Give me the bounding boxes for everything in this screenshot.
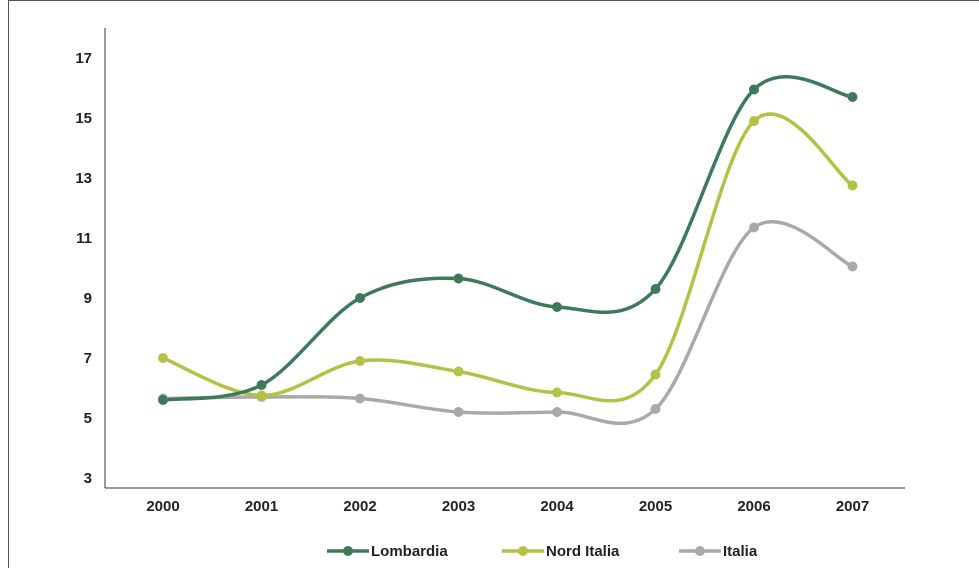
x-tick-label: 2004 (540, 498, 574, 515)
data-point-nord-italia (749, 116, 759, 126)
legend-item-nord-italia: Nord Italia (502, 543, 620, 560)
y-tick-label: 5 (84, 410, 92, 427)
x-tick-label: 2005 (639, 498, 672, 515)
data-point-lombardia (256, 380, 267, 390)
data-point-italia (847, 261, 858, 272)
x-tick-label: 2002 (343, 498, 376, 515)
x-tick-label: 2007 (836, 498, 869, 515)
y-tick-label: 7 (84, 350, 92, 367)
chart-frame (8, 0, 979, 568)
data-point-lombardia (650, 284, 661, 294)
legend-marker-lombardia (343, 546, 353, 556)
data-point-lombardia (552, 302, 562, 312)
series-lines (161, 75, 855, 426)
data-point-italia (552, 407, 562, 417)
data-point-italia (355, 393, 365, 404)
legend-item-italia: Italia (679, 543, 758, 560)
y-tick-label: 13 (75, 170, 92, 187)
legend-label-lombardia: Lombardia (371, 543, 448, 560)
data-point-italia (749, 222, 759, 233)
data-point-italia (650, 404, 661, 414)
legend-label-nord-italia: Nord Italia (546, 543, 620, 560)
data-point-lombardia (158, 395, 168, 405)
data-point-nord-italia (552, 387, 562, 398)
y-tick-label: 15 (75, 110, 92, 127)
legend-marker-nord-italia (518, 546, 528, 556)
y-tick-labels: 3 5 7 9 11 13 15 17 (75, 50, 92, 487)
legend-label-italia: Italia (723, 543, 758, 560)
data-point-italia (453, 407, 464, 417)
x-tick-labels: 2000 2001 2002 2003 2004 2005 2006 2007 (146, 498, 869, 515)
legend-item-lombardia: Lombardia (327, 543, 448, 560)
y-tick-label: 9 (84, 290, 92, 307)
y-tick-label: 3 (84, 470, 92, 487)
x-tick-label: 2000 (146, 498, 179, 515)
legend-marker-italia (695, 546, 705, 556)
y-tick-label: 17 (75, 50, 92, 67)
data-point-nord-italia (355, 356, 365, 366)
data-point-nord-italia (650, 369, 661, 380)
series-line-lombardia (161, 75, 855, 402)
data-point-nord-italia (847, 180, 858, 191)
series-line-nord-italia (161, 112, 855, 403)
data-point-lombardia (847, 92, 858, 102)
data-point-nord-italia (256, 390, 267, 401)
series-line-italia (161, 219, 855, 426)
data-point-lombardia (749, 84, 759, 95)
data-point-lombardia (453, 273, 464, 284)
x-tick-label: 2003 (442, 498, 475, 515)
data-point-nord-italia (158, 353, 168, 363)
axes (104, 28, 905, 489)
x-tick-label: 2006 (737, 498, 770, 515)
x-tick-label: 2001 (245, 498, 278, 515)
y-tick-label: 11 (76, 230, 92, 247)
legend: Lombardia Nord Italia Italia (327, 543, 758, 560)
series-points (158, 84, 858, 417)
data-point-nord-italia (453, 366, 464, 377)
data-point-lombardia (355, 293, 365, 303)
